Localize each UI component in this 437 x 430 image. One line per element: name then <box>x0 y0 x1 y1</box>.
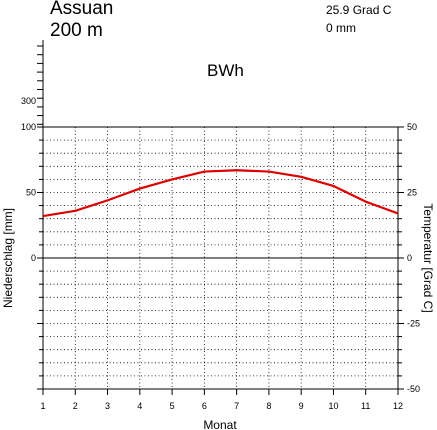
x-tick-label: 2 <box>73 401 78 411</box>
temp-tick-label: 25 <box>407 188 417 198</box>
temp-tick-label: -50 <box>407 384 420 394</box>
x-tick-label: 8 <box>266 401 271 411</box>
x-tick-label: 7 <box>234 401 239 411</box>
annual-precipitation: 0 mm <box>326 21 356 35</box>
x-tick-label: 4 <box>137 401 142 411</box>
x-tick-label: 3 <box>105 401 110 411</box>
x-tick-label: 5 <box>170 401 175 411</box>
temp-tick-label: 50 <box>407 122 417 132</box>
precip-tick-label: 300 <box>21 96 36 106</box>
x-tick-label: 9 <box>299 401 304 411</box>
x-axis-label: Monat <box>203 418 237 430</box>
axis-ticks <box>37 45 404 395</box>
data-series <box>42 169 399 218</box>
station-name: Assuan <box>50 0 114 19</box>
temp-tick-label: -25 <box>407 319 420 329</box>
mean-temperature: 25.9 Grad C <box>326 3 392 17</box>
temperature-line <box>42 169 399 218</box>
precip-tick-label: 100 <box>21 122 36 132</box>
y-axis-label-left: Niederschlag [mm] <box>1 208 15 308</box>
station-elevation: 200 m <box>50 20 103 41</box>
y-axis-label-right: Temperatur [Grad C] <box>421 203 435 312</box>
x-tick-label: 1 <box>40 401 45 411</box>
x-tick-label: 10 <box>328 401 338 411</box>
x-tick-label: 12 <box>393 401 403 411</box>
precip-tick-label: 50 <box>26 188 36 198</box>
precip-tick-label: 0 <box>31 253 36 263</box>
x-tick-label: 11 <box>361 401 370 411</box>
temp-tick-label: 0 <box>407 253 412 263</box>
x-tick-label: 6 <box>202 401 207 411</box>
climate-class: BWh <box>207 61 244 80</box>
